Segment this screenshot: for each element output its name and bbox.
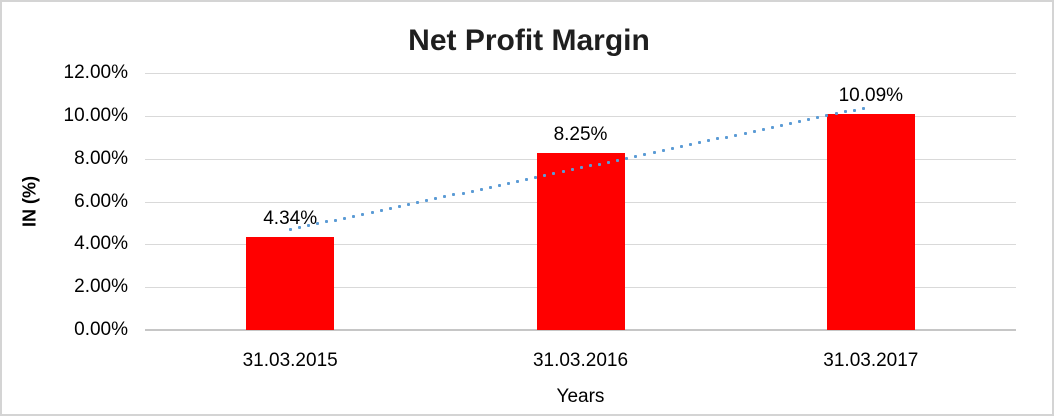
trendline-dot [534, 176, 538, 180]
trendline-dot [561, 170, 565, 174]
trendline-dot [315, 222, 319, 226]
trendline-dot [325, 220, 329, 224]
trendline-dot [588, 164, 592, 168]
x-axis-title: Years [556, 386, 605, 407]
trendline-dot [288, 228, 292, 232]
trendline-dot [670, 147, 674, 151]
trendline-dot [452, 193, 456, 197]
trendline-dot [297, 226, 301, 230]
y-tick-label: 4.00% [74, 233, 128, 255]
trendline-dot [761, 127, 765, 131]
trendline-dot [379, 208, 383, 212]
trendline-dot [725, 135, 729, 139]
trendline-dot [543, 174, 547, 178]
trendline-dot [479, 187, 483, 191]
trendline-dot [443, 195, 447, 199]
trendline-dot [789, 122, 793, 126]
trendline-dot [597, 162, 601, 166]
trendline-dot [370, 210, 374, 214]
trendline-dot [388, 206, 392, 210]
bar-data-label: 4.34% [263, 208, 318, 230]
y-tick-label: 10.00% [63, 104, 128, 126]
trendline-dot [634, 154, 638, 158]
bar-31.03.2015 [246, 237, 335, 330]
trendline-dot [734, 133, 738, 137]
trendline-dot [661, 149, 665, 153]
x-category-label: 31.03.2017 [823, 350, 919, 371]
bar-data-label: 8.25% [553, 124, 608, 146]
trendline-dot [507, 181, 510, 185]
trendline-dot [497, 183, 501, 187]
trendline-dot [470, 189, 474, 193]
trendline-dot [834, 112, 838, 116]
bar-data-label: 10.09% [838, 84, 904, 106]
y-tick-label: 8.00% [74, 147, 128, 169]
bar-31.03.2016 [536, 153, 625, 330]
trendline-dot [779, 123, 783, 127]
plot-area: 4.34% 8.25% 10.09% [145, 73, 1016, 331]
trendline-dot [652, 150, 656, 154]
trendline-dot [716, 137, 720, 141]
trendline-dot [861, 106, 865, 110]
trendline-dot [552, 172, 556, 176]
trendline-dot [434, 197, 438, 201]
trendline-dot [625, 156, 629, 160]
trendline-dot [816, 116, 820, 120]
trendline-dot [679, 145, 683, 149]
trendline-dot [306, 224, 310, 228]
trendline-dot [488, 185, 492, 189]
trendline-dot [397, 205, 401, 208]
trendline-dot [616, 158, 620, 162]
trendline-dot [343, 216, 347, 220]
trendline-dot [461, 191, 465, 195]
trendline-dot [525, 177, 529, 181]
trendline-dot [361, 212, 365, 216]
trendline-dot [825, 114, 829, 118]
trendline-dot [807, 118, 811, 122]
chart-title: Net Profit Margin [408, 24, 650, 57]
trendline-dot [852, 108, 856, 112]
trendline-dot [334, 218, 338, 222]
trendline-dot [406, 203, 410, 207]
trendline-dot [416, 201, 420, 205]
trendline-dot [770, 125, 774, 129]
trendline-dot [607, 160, 611, 164]
y-tick-label: 2.00% [74, 276, 128, 298]
trendline-dot [798, 120, 802, 124]
trendline-dot [752, 129, 756, 133]
gridline-0 [145, 329, 1016, 331]
trendline-dot [570, 168, 574, 172]
gridline-12 [145, 73, 1016, 74]
x-category-label: 31.03.2015 [242, 350, 338, 371]
x-category-label: 31.03.2016 [532, 350, 629, 371]
trendline-dot [425, 199, 429, 203]
gridline-10 [145, 115, 1016, 117]
bar-31.03.2017 [826, 113, 915, 330]
y-tick-label: 0.00% [74, 319, 128, 340]
trendline-dot [516, 179, 520, 183]
trendline-dot [643, 152, 647, 156]
y-tick-label: 6.00% [74, 190, 128, 212]
trendline-dot [707, 139, 711, 143]
y-tick-label: 12.00% [63, 62, 128, 83]
trendline-dot [843, 110, 847, 114]
trendline-dot [579, 166, 583, 170]
trendline-dot [743, 131, 747, 135]
trendline-dot [688, 143, 692, 147]
trendline-dot [698, 141, 702, 145]
trendline-dot [352, 214, 356, 218]
